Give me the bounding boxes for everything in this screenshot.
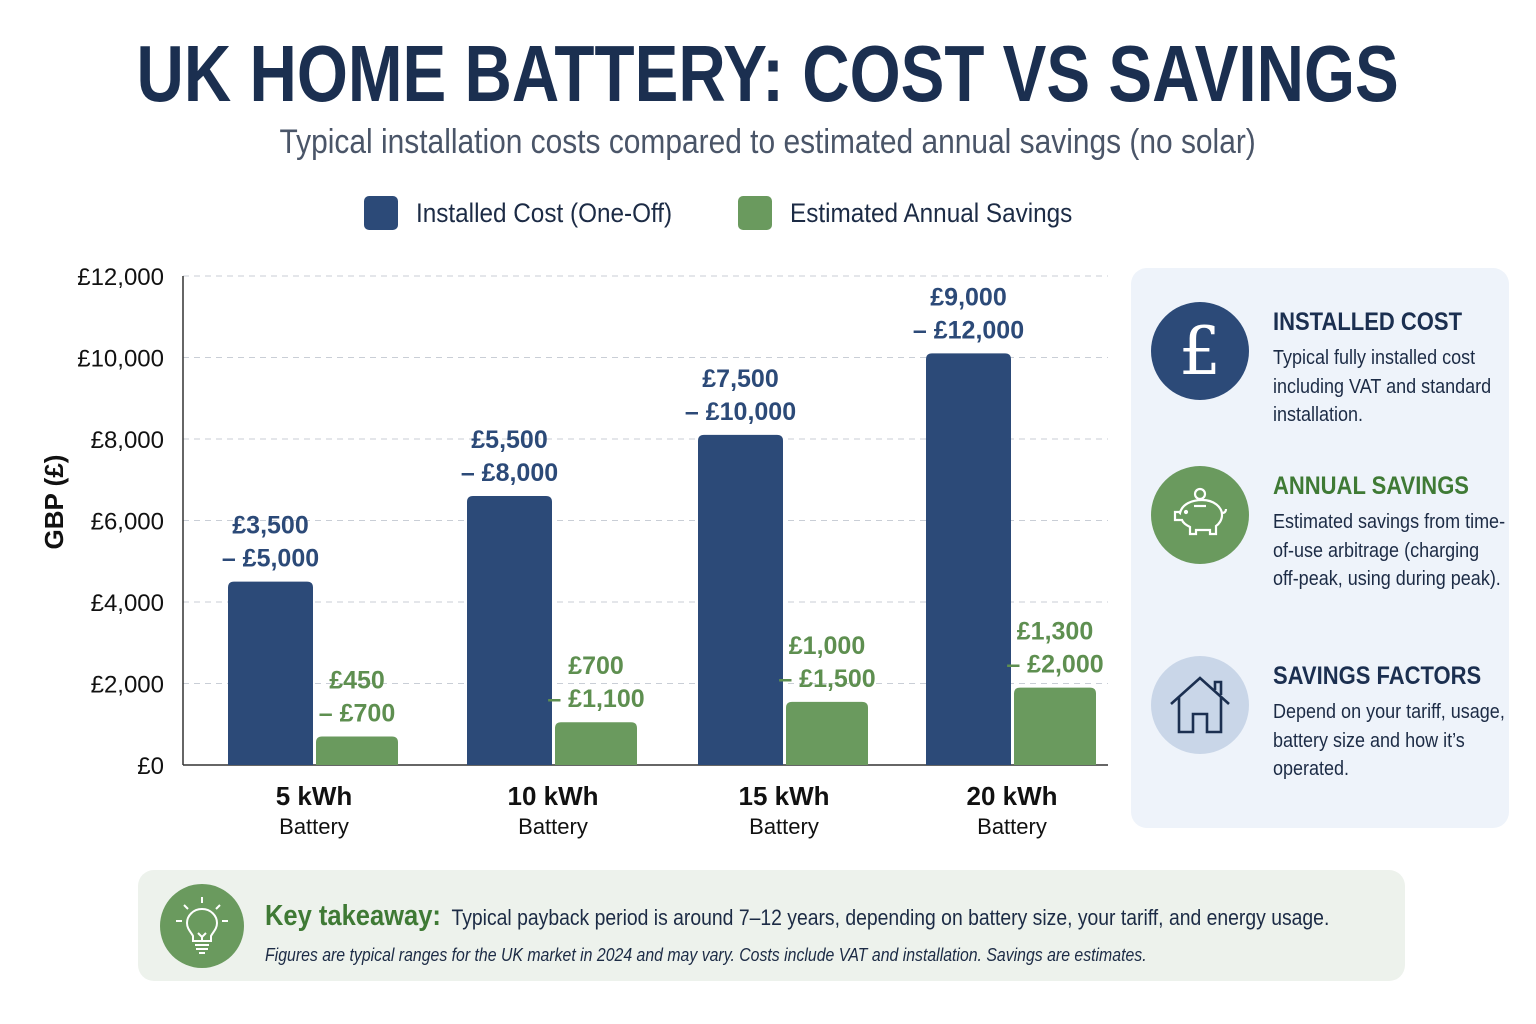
- lightbulb-icon: [160, 884, 244, 968]
- data-label: – £5,000: [222, 545, 319, 573]
- y-axis-label: GBP (£): [39, 455, 69, 550]
- x-tick-label: 20 kWh: [966, 781, 1057, 811]
- y-tick-label: £8,000: [91, 427, 164, 454]
- data-label: £9,000: [930, 283, 1006, 311]
- y-tick-label: £10,000: [77, 346, 164, 373]
- page-title: UK HOME BATTERY: COST VS SAVINGS: [0, 28, 1536, 120]
- data-label: – £1,500: [778, 665, 875, 693]
- panel-heading: INSTALLED COST: [1273, 308, 1463, 336]
- panel-text: Typical fully installed cost including V…: [1273, 347, 1492, 426]
- pound-icon: £: [1151, 302, 1249, 400]
- panel-heading: SAVINGS FACTORS: [1273, 662, 1482, 690]
- legend-item-cost: Installed Cost (One-Off): [364, 196, 701, 230]
- bar-chart: £0 £2,000 £4,000 £6,000 £8,000 £10,000 £12,000…: [39, 264, 1108, 839]
- data-label: £3,500: [232, 512, 308, 540]
- bar-annual-savings: [555, 722, 637, 765]
- x-tick-label: 10 kWh: [507, 781, 598, 811]
- key-takeaway-box: Key takeaway: Typical payback period is a…: [138, 870, 1405, 981]
- legend-swatch-cost: [364, 196, 398, 230]
- house-icon: [1151, 656, 1249, 754]
- x-tick-sublabel: Battery: [977, 814, 1047, 839]
- x-tick-sublabel: Battery: [279, 814, 349, 839]
- data-label: – £8,000: [461, 459, 558, 487]
- title-text: UK HOME BATTERY: COST VS SAVINGS: [136, 29, 1400, 118]
- takeaway-line: Key takeaway: Typical payback period is a…: [265, 900, 1329, 933]
- bar-installed-cost: [698, 434, 783, 765]
- piggy-bank-icon: [1151, 466, 1249, 564]
- bar-installed-cost: [228, 581, 313, 765]
- panel-text: Depend on your tariff, usage, battery si…: [1273, 701, 1505, 780]
- y-tick-label: £2,000: [91, 672, 164, 699]
- x-tick-label: 5 kWh: [276, 781, 353, 811]
- bar-installed-cost: [467, 496, 552, 765]
- legend-swatch-savings: [738, 196, 772, 230]
- data-label: £7,500: [702, 365, 778, 393]
- data-label: – £10,000: [685, 398, 796, 426]
- page-subtitle: Typical installation costs compared to e…: [0, 122, 1536, 162]
- data-label: – £1,100: [547, 685, 644, 713]
- y-tick-label: £4,000: [91, 590, 164, 617]
- bar-annual-savings: [316, 736, 398, 765]
- data-label: – £12,000: [913, 316, 1024, 344]
- data-label: £5,500: [471, 426, 547, 454]
- panel-text: Estimated savings from time-of-use arbit…: [1273, 511, 1506, 590]
- data-label: – £700: [319, 699, 395, 727]
- takeaway-text: Typical payback period is around 7–12 ye…: [451, 905, 1330, 930]
- y-tick-label: £0: [137, 753, 164, 780]
- data-label: £450: [329, 666, 385, 694]
- data-label: £1,000: [789, 632, 865, 660]
- data-label: £700: [568, 652, 624, 680]
- x-tick-sublabel: Battery: [749, 814, 819, 839]
- legend-label-savings: Estimated Annual Savings: [790, 197, 1073, 228]
- panel-heading: ANNUAL SAVINGS: [1273, 472, 1469, 500]
- y-tick-label: £12,000: [77, 264, 164, 291]
- bar-annual-savings: [1014, 687, 1096, 765]
- legend-label-cost: Installed Cost (One-Off): [416, 197, 673, 228]
- y-tick-label: £6,000: [91, 509, 164, 536]
- x-tick-label: 15 kWh: [738, 781, 829, 811]
- data-label: £1,300: [1017, 618, 1093, 646]
- bar-installed-cost: [926, 353, 1011, 765]
- footnote: Figures are typical ranges for the UK ma…: [265, 945, 1147, 965]
- data-label: – £2,000: [1006, 651, 1103, 679]
- bar-annual-savings: [786, 701, 868, 765]
- takeaway-label: Key takeaway:: [265, 900, 441, 932]
- info-panel: £ INSTALLED COST Typical fully installed…: [1131, 268, 1509, 828]
- subtitle-text: Typical installation costs compared to e…: [279, 123, 1257, 161]
- x-tick-sublabel: Battery: [518, 814, 588, 839]
- legend-item-savings: Estimated Annual Savings: [738, 196, 1104, 230]
